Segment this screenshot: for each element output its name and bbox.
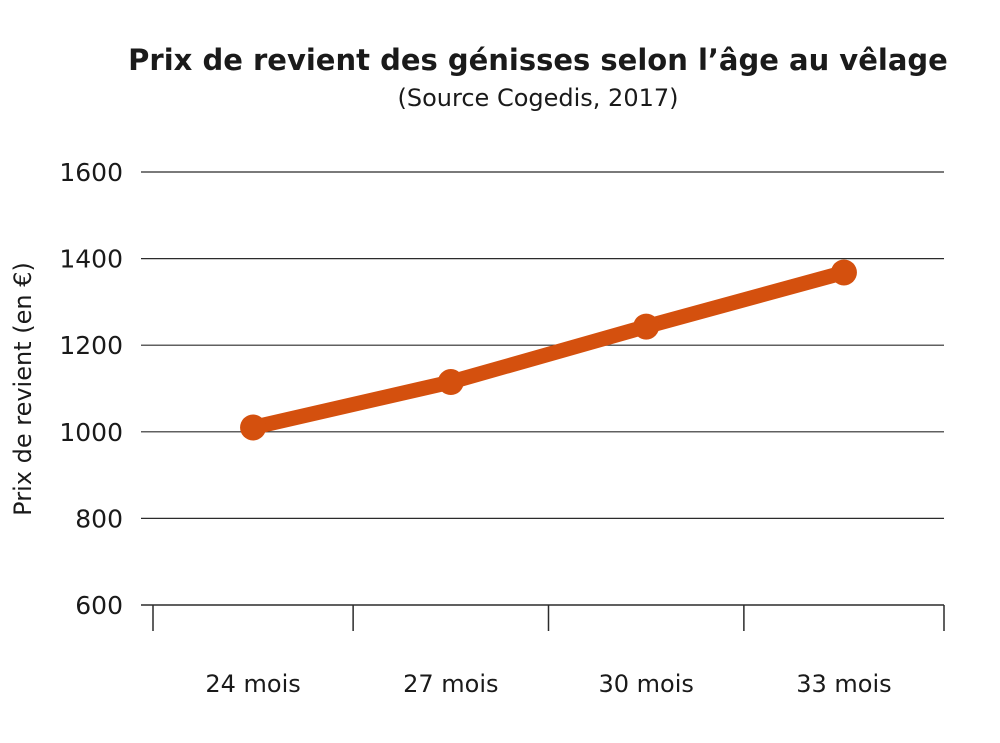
y-tick-labels: 600 800 1000 1200 1400 1600 <box>59 158 123 620</box>
y-tick-label-600: 600 <box>75 591 123 620</box>
x-tick-label-3: 33 mois <box>796 670 891 698</box>
y-tick-label-1000: 1000 <box>59 418 123 447</box>
data-point-27-mois <box>437 369 464 396</box>
series-line-0 <box>245 264 852 435</box>
chart-subtitle: (Source Cogedis, 2017) <box>398 84 679 112</box>
gridlines <box>141 171 944 606</box>
y-axis-label: Prix de revient (en €) <box>9 262 37 516</box>
data-point-30-mois <box>633 313 660 340</box>
series-line-group <box>240 259 857 441</box>
data-point-24-mois <box>240 414 267 441</box>
x-axis <box>152 605 945 631</box>
x-tick-labels: 24 mois 27 mois 30 mois 33 mois <box>205 670 891 698</box>
y-tick-label-1400: 1400 <box>59 245 123 274</box>
y-tick-label-1200: 1200 <box>59 331 123 360</box>
data-point-33-mois <box>830 259 857 286</box>
y-tick-label-1600: 1600 <box>59 158 123 187</box>
y-tick-label-800: 800 <box>75 504 123 533</box>
x-tick-label-1: 27 mois <box>403 670 498 698</box>
x-tick-label-2: 30 mois <box>598 670 693 698</box>
chart-title: Prix de revient des génisses selon l’âge… <box>128 43 948 77</box>
x-tick-label-0: 24 mois <box>205 670 300 698</box>
